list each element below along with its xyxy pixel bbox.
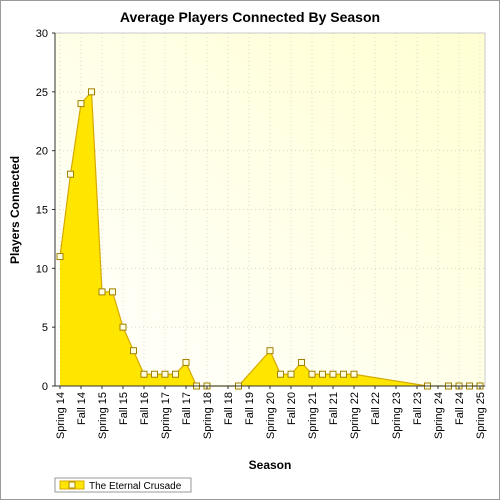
x-tick-label: Spring 25	[475, 392, 487, 439]
data-point	[340, 370, 347, 378]
x-tick-label: Spring 24	[433, 392, 445, 439]
data-point	[77, 100, 85, 108]
x-tick-labels: Spring 14 Fall 14 Spring 15 Fall 15 Fall 16 S…	[55, 386, 487, 439]
area-fill	[60, 91, 480, 386]
x-tick-label: Fall 20	[286, 392, 298, 425]
x-tick-label: Spring 17	[160, 392, 172, 439]
y-axis-title: Players Connected	[8, 156, 22, 264]
y-tick-label: 10	[36, 263, 48, 275]
x-tick-label: Fall 22	[370, 392, 382, 425]
data-point	[182, 358, 190, 366]
legend-label: The Eternal Crusade	[89, 481, 182, 492]
data-point	[109, 288, 116, 296]
x-tick-label: Spring 18	[202, 392, 214, 439]
y-tick-label: 30	[36, 28, 48, 40]
data-point	[88, 88, 95, 96]
x-tick-label: Spring 23	[391, 392, 403, 439]
y-tick-label: 5	[42, 322, 48, 334]
x-tick-label: Fall 15	[118, 392, 130, 425]
x-tick-label: Spring 22	[349, 392, 361, 439]
data-point	[56, 253, 64, 261]
x-tick-label: Spring 21	[307, 392, 319, 439]
x-tick-label: Fall 23	[412, 392, 424, 425]
x-tick-label: Fall 24	[454, 392, 466, 425]
chart-title: Average Players Connected By Season	[120, 9, 380, 25]
data-point	[172, 370, 179, 378]
x-tick-label: Spring 14	[55, 392, 67, 439]
data-point	[266, 347, 274, 355]
data-point	[151, 370, 158, 378]
data-point	[287, 370, 295, 378]
x-tick-label: Fall 16	[139, 392, 151, 425]
data-point	[140, 370, 148, 378]
data-point	[308, 370, 316, 378]
x-tick-label: Fall 21	[328, 392, 340, 425]
data-point	[119, 323, 127, 331]
legend-box	[54, 477, 192, 493]
y-tick-label: 0	[42, 381, 48, 393]
y-tick-label: 20	[36, 146, 48, 158]
x-tick-label: Fall 17	[181, 392, 193, 425]
data-point	[98, 288, 106, 296]
x-tick-label: Spring 20	[265, 392, 277, 439]
data-point	[277, 370, 284, 378]
x-tick-label: Spring 15	[97, 392, 109, 439]
data-point	[319, 370, 326, 378]
data-point	[329, 370, 337, 378]
grid	[55, 33, 485, 386]
data-point	[130, 347, 137, 355]
y-tick-label: 25	[36, 87, 48, 99]
legend-marker	[68, 481, 76, 489]
y-tick-labels: 0 5 10 15 20 25 30	[36, 28, 55, 393]
legend: The Eternal Crusade	[54, 477, 192, 493]
data-point	[67, 170, 74, 178]
x-axis-title: Season	[249, 458, 292, 472]
x-tick-label: Fall 14	[76, 392, 88, 425]
x-tick-label: Fall 19	[244, 392, 256, 425]
data-point	[350, 370, 358, 378]
data-point	[298, 358, 305, 366]
data-point	[161, 370, 169, 378]
x-tick-label: Fall 18	[223, 392, 235, 425]
y-tick-label: 15	[36, 205, 48, 217]
